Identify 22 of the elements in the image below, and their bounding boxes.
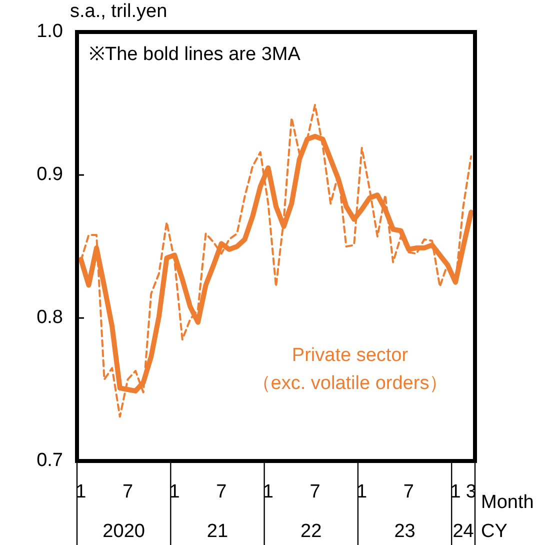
annotation: Private sector （exc. volatile orders） [252,345,448,394]
text: 22 [300,521,322,542]
x-tick-label: 1 [450,482,461,503]
y-axis-title: s.a., tril.yen [70,1,168,22]
text: Month [481,492,534,514]
x-tick-label: 7 [122,482,134,503]
x-tick-label: 7 [310,482,320,503]
x-tick-label: 1 [169,482,180,503]
x-tick-label: 1 [76,482,86,503]
x-tick-label: 7 [216,482,227,503]
x-tick-label: 7 [403,482,414,503]
text: 21 [206,521,228,542]
text: 23 [394,521,416,542]
y-tick-label: 1.0 [36,21,63,42]
annotation: ※The bold lines are 3MA [89,44,301,66]
text: 24 [452,521,474,542]
y-tick-label: 0.8 [36,307,63,328]
x-tick-label: 1 [356,482,368,503]
y-tick-label: 0.9 [36,164,63,186]
text: CY [481,521,508,542]
text: 2020 [102,521,145,542]
y-tick-label: 0.7 [36,450,63,472]
